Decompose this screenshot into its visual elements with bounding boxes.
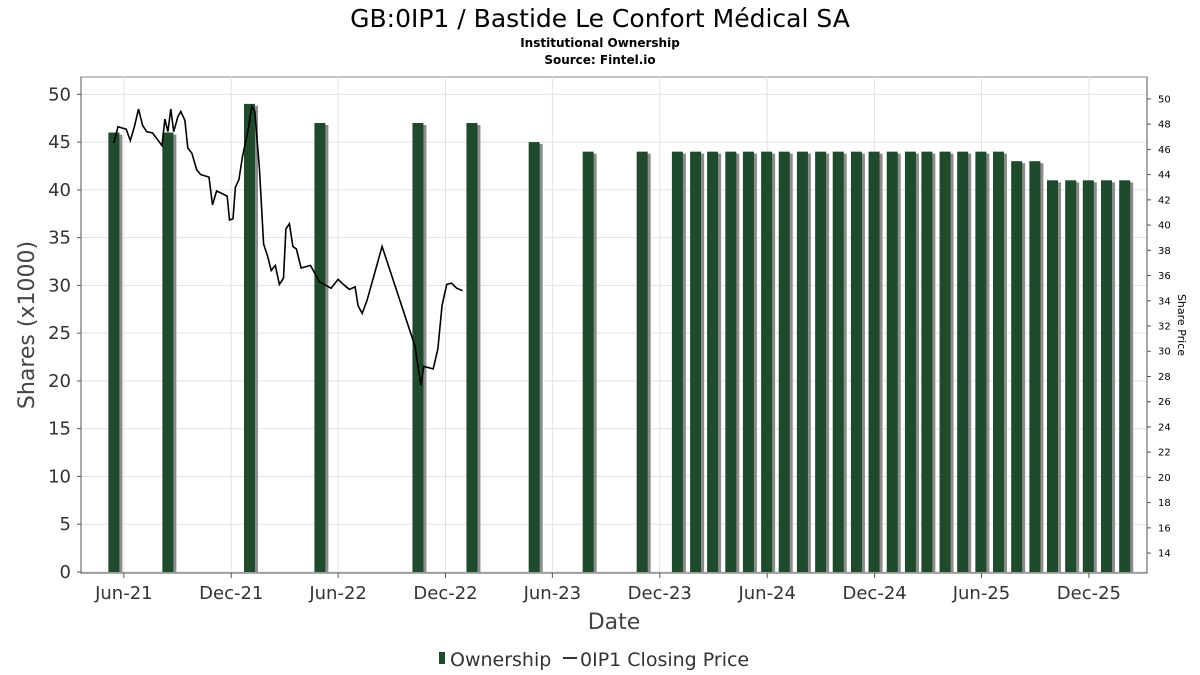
- x-tick-label: Dec-22: [413, 583, 477, 604]
- ownership-bar: [1011, 161, 1023, 572]
- ownership-bar: [412, 122, 424, 572]
- ownership-bar: [1100, 180, 1112, 573]
- ownership-bar: [886, 151, 898, 572]
- ownership-bar: [725, 151, 737, 572]
- x-tick-label: Dec-23: [628, 583, 692, 604]
- ownership-bar: [1046, 180, 1058, 573]
- right-tick-label: 22: [1158, 448, 1171, 459]
- chart-subtitle-source: Source: Fintel.io: [544, 53, 655, 67]
- left-tick-label: 30: [48, 275, 71, 296]
- right-tick-label: 28: [1158, 372, 1171, 383]
- ownership-bar: [671, 151, 683, 572]
- right-axis: 14 16 18 20 22 24 26 28 30 32 34 36 38 40 42 44 46 48 50: [1146, 77, 1171, 573]
- chart-title: GB:0IP1 / Bastide Le Confort Médical SA: [350, 4, 850, 33]
- ownership-bar: [850, 151, 862, 572]
- ownership-bar: [707, 151, 719, 572]
- legend-ownership-label: Ownership: [450, 649, 551, 671]
- price-line-group: [113, 104, 463, 386]
- ownership-bar: [778, 151, 790, 572]
- ownership-bar: [939, 151, 951, 572]
- chart-subtitle-institutional: Institutional Ownership: [520, 36, 680, 50]
- right-tick-label: 38: [1158, 246, 1171, 257]
- x-tick-label: Dec-24: [843, 583, 907, 604]
- x-tick-label: Dec-25: [1057, 583, 1121, 604]
- ownership-bar: [466, 122, 478, 572]
- ownership-bar: [742, 151, 754, 572]
- x-tick-label: Jun-21: [94, 583, 153, 604]
- ownership-bar: [690, 151, 702, 572]
- left-tick-label: 5: [60, 514, 71, 535]
- ownership-bar: [975, 151, 987, 572]
- y-axis-label: Shares (x1000): [15, 241, 40, 409]
- right-tick-label: 36: [1158, 271, 1171, 282]
- left-axis: 0 5 10 15 20 25 30 35 40 45 50: [48, 77, 82, 583]
- left-tick-label: 45: [48, 132, 71, 153]
- ownership-bar: [832, 151, 844, 572]
- ownership-bar: [761, 151, 773, 572]
- left-tick-label: 15: [48, 419, 71, 440]
- x-tick-label: Jun-24: [737, 583, 796, 604]
- ownership-bars: [108, 103, 1134, 573]
- ownership-bar: [1029, 161, 1041, 572]
- left-tick-label: 40: [48, 180, 71, 201]
- ownership-bar: [815, 151, 827, 572]
- x-tick-label: Dec-21: [199, 583, 263, 604]
- legend-ownership-swatch: [439, 652, 445, 664]
- y2-axis-label: Share Price: [1175, 294, 1188, 356]
- x-axis: Jun-21 Dec-21 Jun-22 Dec-22 Jun-23 Dec-23 Jun-…: [81, 572, 1147, 604]
- legend-price-label: 0IP1 Closing Price: [580, 649, 749, 671]
- ownership-bar: [796, 151, 808, 572]
- left-tick-label: 50: [48, 84, 71, 105]
- right-tick-label: 16: [1158, 523, 1171, 534]
- right-tick-label: 32: [1158, 322, 1171, 333]
- legend: Ownership 0IP1 Closing Price: [439, 649, 749, 671]
- right-tick-label: 24: [1158, 422, 1171, 433]
- right-tick-label: 50: [1158, 94, 1171, 105]
- right-tick-label: 34: [1158, 296, 1171, 307]
- ownership-bar: [868, 151, 880, 572]
- right-tick-label: 20: [1158, 473, 1171, 484]
- right-tick-label: 18: [1158, 498, 1171, 509]
- x-axis-label: Date: [588, 610, 641, 635]
- right-tick-label: 44: [1158, 170, 1171, 181]
- ownership-bar: [904, 151, 916, 572]
- ownership-bar: [921, 151, 933, 572]
- price-line: [113, 104, 463, 386]
- left-tick-label: 20: [48, 371, 71, 392]
- ownership-bar: [636, 151, 648, 572]
- right-tick-label: 30: [1158, 347, 1171, 358]
- right-tick-label: 48: [1158, 120, 1171, 131]
- ownership-bar: [528, 142, 540, 572]
- left-tick-label: 35: [48, 228, 71, 249]
- x-tick-label: Jun-25: [952, 583, 1011, 604]
- left-tick-label: 0: [60, 562, 71, 583]
- x-tick-label: Jun-22: [308, 583, 367, 604]
- left-tick-label: 25: [48, 323, 71, 344]
- ownership-bar: [582, 151, 594, 572]
- left-tick-label: 10: [48, 466, 71, 487]
- right-tick-label: 40: [1158, 221, 1171, 232]
- right-tick-label: 26: [1158, 397, 1171, 408]
- ownership-bar: [1119, 180, 1131, 573]
- ownership-bar: [108, 132, 120, 572]
- right-tick-label: 46: [1158, 145, 1171, 156]
- ownership-bar: [992, 151, 1004, 572]
- ownership-bar: [1082, 180, 1094, 573]
- right-tick-label: 14: [1158, 549, 1171, 560]
- ownership-bar: [243, 103, 255, 573]
- ownership-bar: [162, 132, 174, 572]
- ownership-bar: [957, 151, 969, 572]
- ownership-bar: [1065, 180, 1077, 573]
- ownership-bar: [314, 122, 326, 572]
- right-tick-label: 42: [1158, 195, 1171, 206]
- x-tick-label: Jun-23: [523, 583, 582, 604]
